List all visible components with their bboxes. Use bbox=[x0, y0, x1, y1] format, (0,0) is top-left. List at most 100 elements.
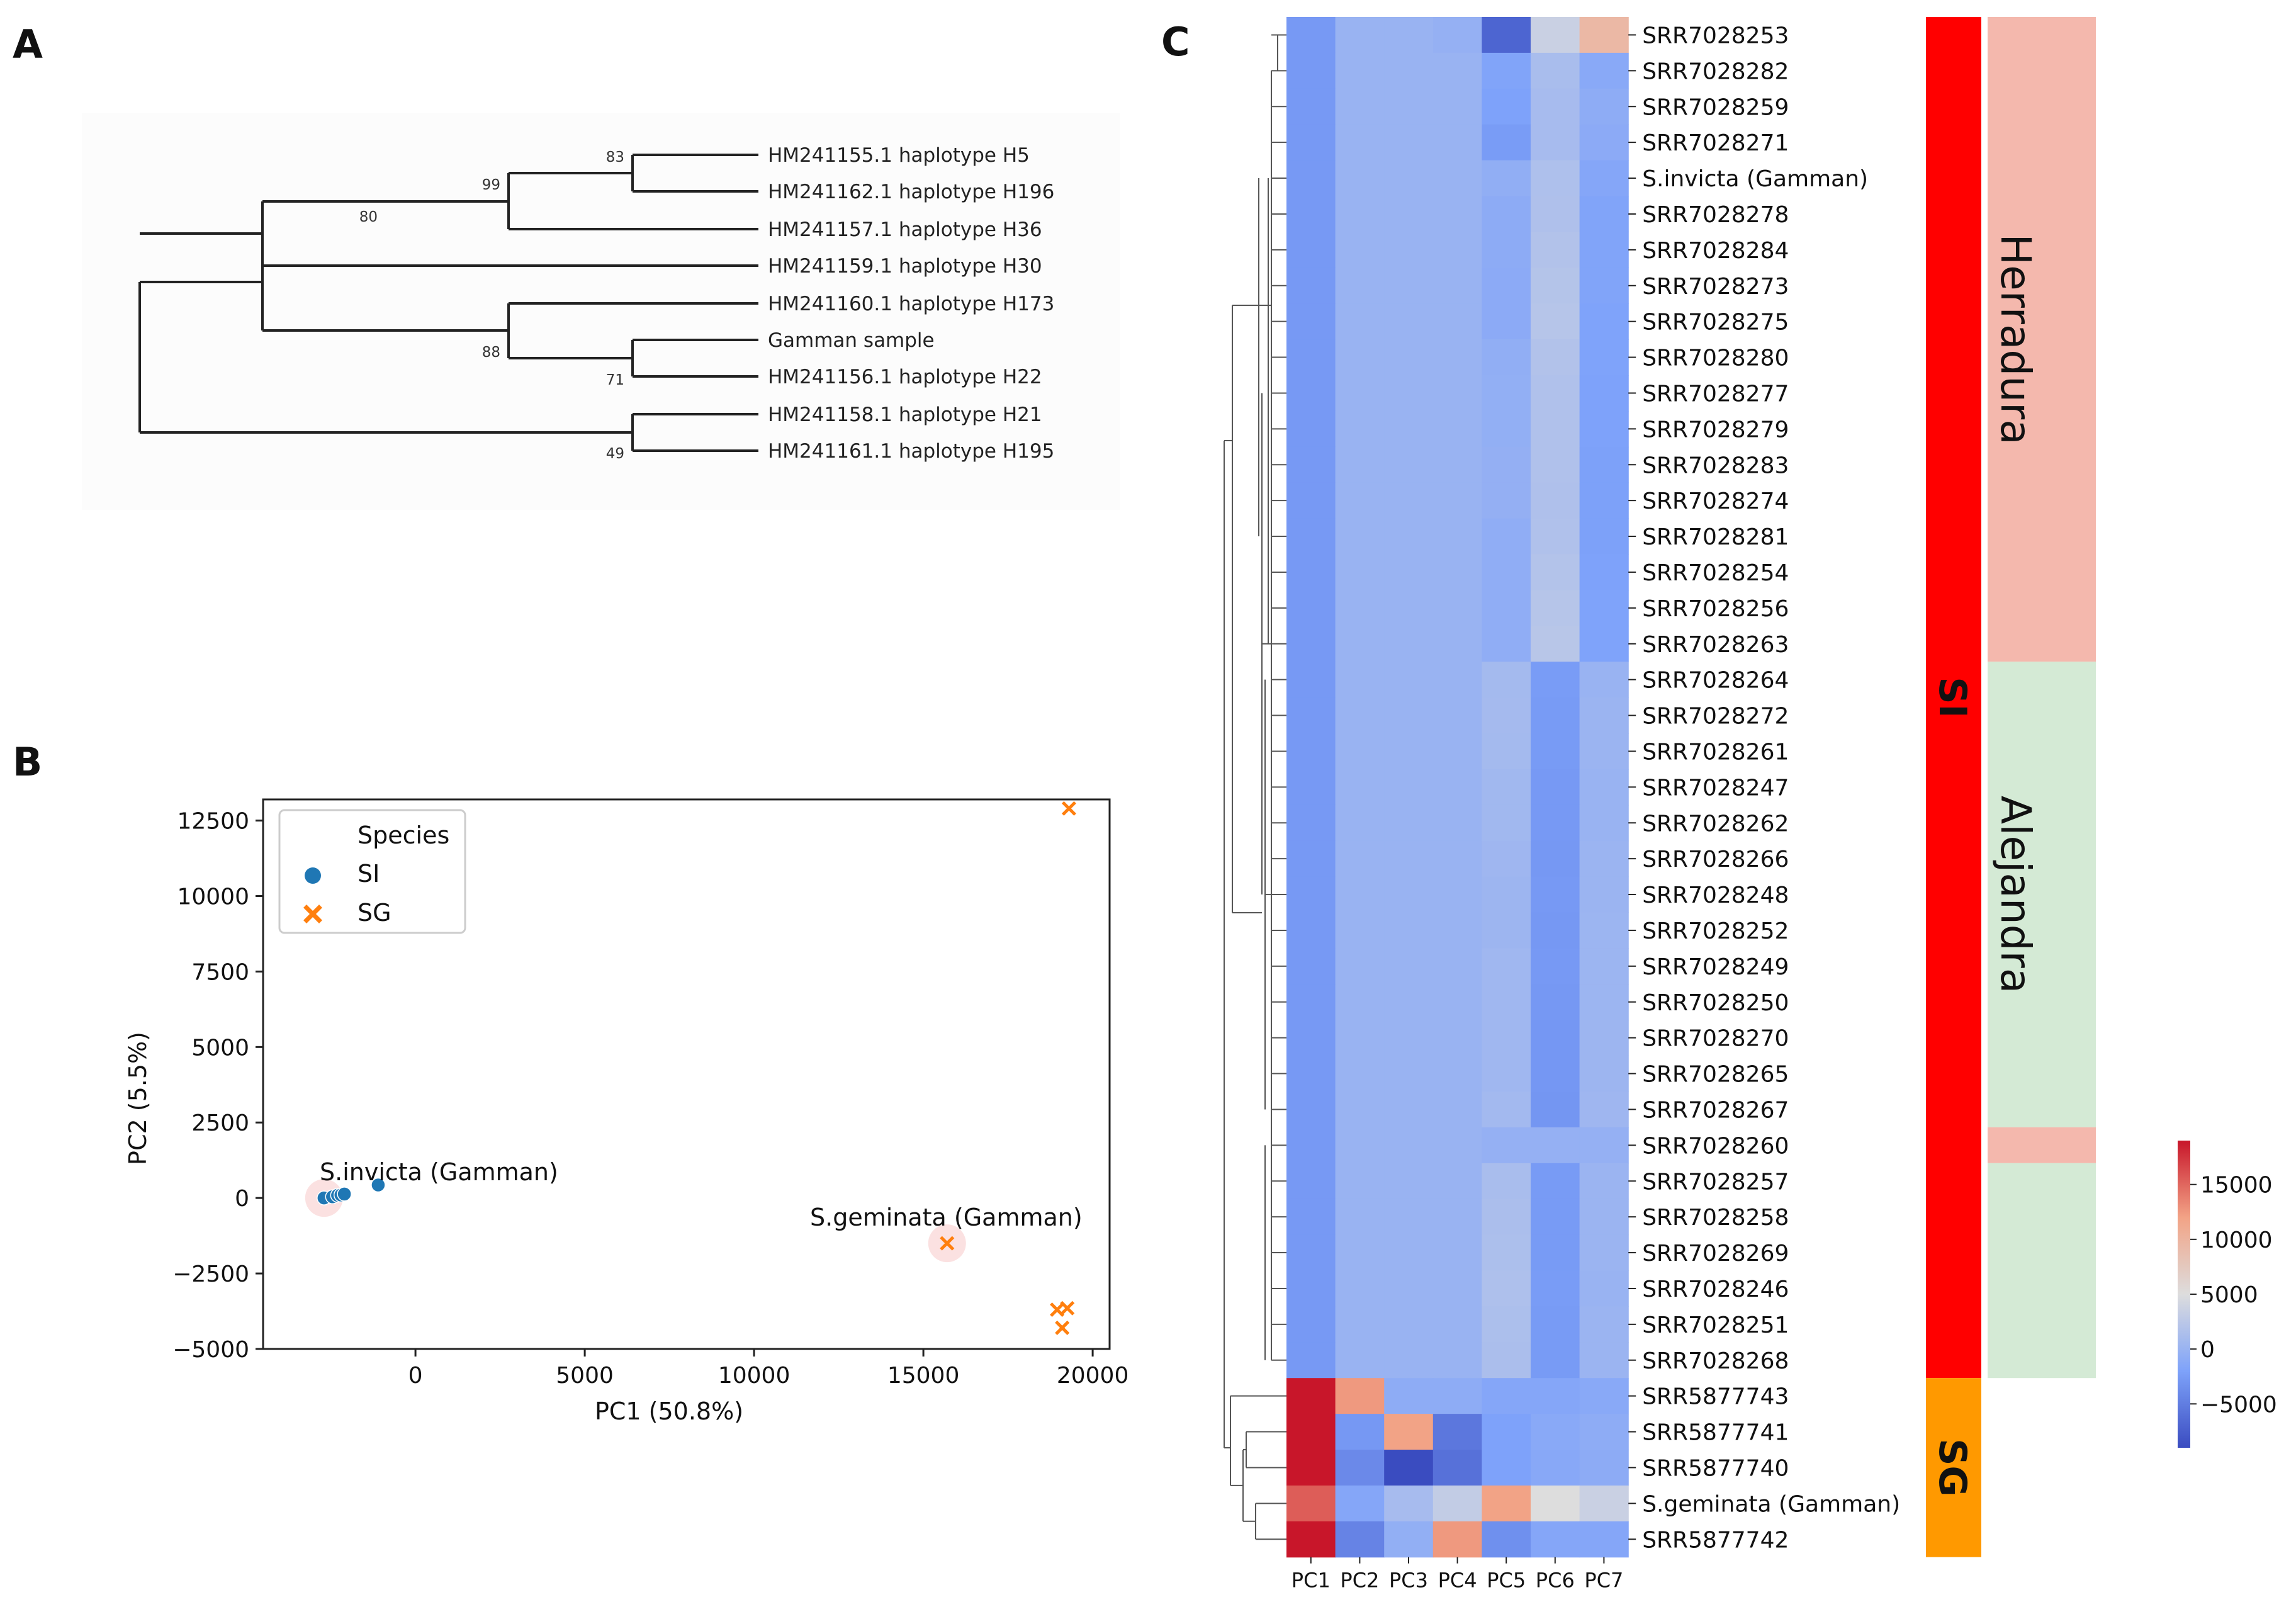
row-label: SRR7028282 bbox=[1642, 59, 1789, 84]
heatmap-cell bbox=[1482, 52, 1531, 89]
heatmap-cell bbox=[1384, 1485, 1434, 1522]
heatmap-cell bbox=[1482, 626, 1531, 662]
heatmap-cell bbox=[1482, 1485, 1531, 1522]
pca-scatter-panel: 0 5000 10000 15000 20000 −5000 −2500 0 2500 5000… bbox=[124, 798, 1129, 1425]
heatmap-cell bbox=[1335, 984, 1385, 1020]
row-label: SRR7028280 bbox=[1642, 346, 1789, 371]
species-bar-sg bbox=[1926, 1378, 1981, 1557]
heatmap-cell bbox=[1432, 1414, 1482, 1450]
heatmap-cell bbox=[1432, 124, 1482, 161]
y-tick-label: 7500 bbox=[191, 959, 249, 985]
heatmap-cell bbox=[1432, 912, 1482, 949]
heatmap-cell bbox=[1384, 948, 1434, 984]
heatmap-cell bbox=[1482, 17, 1531, 54]
row-label: SRR7028265 bbox=[1642, 1062, 1789, 1088]
location-bar bbox=[1988, 1163, 2096, 1379]
heatmap-cell bbox=[1579, 1414, 1629, 1450]
heatmap-cell bbox=[1286, 1056, 1336, 1092]
row-label: SRR7028261 bbox=[1642, 739, 1789, 765]
heatmap-cell bbox=[1579, 1163, 1629, 1200]
heatmap-cell bbox=[1335, 232, 1385, 268]
heatmap-cell bbox=[1335, 733, 1385, 770]
heatmap-cell bbox=[1531, 1270, 1580, 1307]
heatmap-cell bbox=[1579, 804, 1629, 842]
heatmap-cell bbox=[1482, 339, 1531, 376]
location-bar bbox=[1988, 662, 2096, 1127]
column-label: PC4 bbox=[1438, 1569, 1477, 1593]
heatmap-cell bbox=[1482, 1414, 1531, 1450]
row-label: SRR7028279 bbox=[1642, 417, 1789, 443]
heatmap-cell bbox=[1432, 1234, 1482, 1272]
y-tick-label: −5000 bbox=[172, 1337, 249, 1363]
heatmap-cell bbox=[1579, 446, 1629, 483]
heatmap-cell bbox=[1482, 88, 1531, 125]
heatmap-cell bbox=[1432, 1378, 1482, 1414]
heatmap-cell bbox=[1384, 840, 1434, 877]
colorbar-tick-label: −5000 bbox=[2200, 1392, 2277, 1418]
tip-label: HM241155.1 haplotype H5 bbox=[768, 144, 1030, 167]
y-tick-label: 0 bbox=[235, 1186, 249, 1212]
heatmap-cell bbox=[1579, 482, 1629, 519]
heatmap-cell bbox=[1579, 232, 1629, 268]
heatmap-cell bbox=[1432, 1092, 1482, 1128]
heatmap-cell bbox=[1286, 840, 1336, 877]
heatmap-cell bbox=[1384, 232, 1434, 268]
heatmap-cell bbox=[1579, 948, 1629, 984]
legend-box bbox=[278, 809, 466, 934]
panel-label-c: C bbox=[1161, 19, 1190, 65]
heatmap-cell bbox=[1335, 1414, 1385, 1450]
tip-label: HM241159.1 haplotype H30 bbox=[768, 255, 1042, 278]
heatmap-cell bbox=[1286, 88, 1336, 125]
heatmap-cell bbox=[1579, 1199, 1629, 1236]
tree-tip-labels: HM241155.1 haplotype H5 HM241162.1 haplo… bbox=[768, 144, 1054, 463]
location-label: Herradura bbox=[1991, 234, 2040, 445]
row-label: S.geminata (Gamman) bbox=[1642, 1491, 1900, 1517]
heatmap-cell bbox=[1432, 1485, 1482, 1522]
heatmap-cell bbox=[1335, 446, 1385, 483]
heatmap-cell bbox=[1335, 662, 1385, 698]
scatter-point-si bbox=[371, 1177, 386, 1193]
heatmap-cell bbox=[1432, 948, 1482, 984]
heatmap-cell bbox=[1482, 876, 1531, 913]
heatmap-cell bbox=[1432, 876, 1482, 913]
heatmap-cell bbox=[1432, 1306, 1482, 1343]
heatmap-cell bbox=[1286, 303, 1336, 340]
x-axis-ticks: 0 5000 10000 15000 20000 bbox=[408, 1349, 1129, 1389]
row-label: SRR7028260 bbox=[1642, 1133, 1789, 1159]
heatmap-cell bbox=[1432, 482, 1482, 519]
heatmap-cell bbox=[1579, 840, 1629, 877]
heatmap-cell bbox=[1531, 1199, 1580, 1236]
heatmap-cell bbox=[1286, 1092, 1336, 1128]
bootstrap-value: 80 bbox=[359, 209, 378, 225]
bootstrap-value: 99 bbox=[482, 177, 500, 193]
legend-title: Species bbox=[357, 821, 449, 849]
panel-label-a: A bbox=[13, 21, 43, 67]
heatmap-cell bbox=[1384, 912, 1434, 949]
heatmap-cell bbox=[1579, 303, 1629, 340]
heatmap-cell bbox=[1579, 1450, 1629, 1486]
heatmap-cell bbox=[1531, 124, 1580, 161]
heatmap-cell bbox=[1286, 626, 1336, 662]
heatmap-cell bbox=[1531, 733, 1580, 770]
tip-label: HM241160.1 haplotype H173 bbox=[768, 293, 1054, 315]
heatmap-cell bbox=[1335, 697, 1385, 734]
heatmap-cell bbox=[1335, 410, 1385, 448]
heatmap-cell bbox=[1482, 662, 1531, 698]
heatmap-cell bbox=[1432, 733, 1482, 770]
heatmap-cell bbox=[1579, 518, 1629, 555]
colorbar-gradient bbox=[2178, 1141, 2190, 1448]
y-tick-label: 5000 bbox=[191, 1035, 249, 1061]
row-label: SRR7028248 bbox=[1642, 883, 1789, 908]
heatmap-cell bbox=[1482, 124, 1531, 161]
heatmap-cell bbox=[1335, 375, 1385, 412]
row-label: SRR7028268 bbox=[1642, 1348, 1789, 1374]
heatmap-cell bbox=[1579, 268, 1629, 304]
heatmap-cell bbox=[1531, 268, 1580, 304]
column-label: PC6 bbox=[1536, 1569, 1575, 1593]
heatmap-cell bbox=[1384, 1234, 1434, 1272]
heatmap-cell bbox=[1335, 52, 1385, 89]
row-label: SRR7028273 bbox=[1642, 274, 1789, 300]
x-tick-label: 20000 bbox=[1057, 1363, 1129, 1389]
heatmap-cell bbox=[1531, 590, 1580, 626]
heatmap-cell bbox=[1579, 697, 1629, 734]
